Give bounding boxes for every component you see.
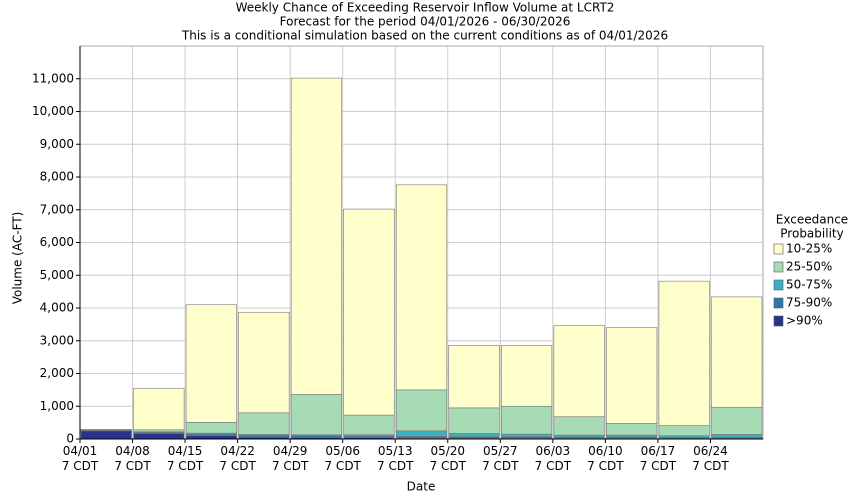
bar-segment <box>133 388 185 431</box>
y-tick-label: 1,000 <box>40 399 74 413</box>
bar-segment <box>395 389 448 432</box>
x-tick-label-line: 04/29 <box>273 444 308 458</box>
x-tick-label: 05/06 7 CDT <box>324 444 361 473</box>
bar-segment <box>711 406 763 435</box>
legend-swatch <box>773 297 784 309</box>
y-tick-label: 3,000 <box>40 333 74 347</box>
x-tick-label-line: 05/13 <box>378 444 413 458</box>
x-tick-label-line: 7 CDT <box>167 459 204 473</box>
chart-title: Weekly Chance of Exceeding Reservoir Inf… <box>236 1 615 15</box>
x-tick-label-line: 04/01 <box>63 444 98 458</box>
bar-segment <box>448 433 500 438</box>
x-tick-label-line: 06/10 <box>588 444 623 458</box>
bar-segment <box>501 405 553 435</box>
legend-title: Exceedance <box>776 213 848 227</box>
y-tick-label: 6,000 <box>40 235 74 249</box>
x-tick-label-line: 06/24 <box>693 444 728 458</box>
x-tick-label: 04/01 7 CDT <box>62 444 99 473</box>
x-tick-label-line: 7 CDT <box>535 459 572 473</box>
y-tick-label: 7,000 <box>40 202 74 216</box>
x-tick-label-line: 7 CDT <box>640 459 677 473</box>
bar-segment <box>658 425 710 437</box>
bar-segment <box>290 77 342 395</box>
x-tick-label: 05/20 7 CDT <box>430 444 467 473</box>
bar-segment <box>606 327 658 424</box>
bar-segment <box>290 394 342 436</box>
bar-segment <box>711 296 763 408</box>
x-tick-label-line: 7 CDT <box>377 459 414 473</box>
x-tick-label: 06/03 7 CDT <box>535 444 572 473</box>
x-tick-label: 06/24 7 CDT <box>692 444 729 473</box>
y-tick-label: 5,000 <box>40 268 74 282</box>
bar-segment <box>553 325 605 418</box>
x-tick-label: 06/10 7 CDT <box>587 444 624 473</box>
y-tick-label: 11,000 <box>32 71 74 85</box>
y-tick-label: 8,000 <box>40 170 74 184</box>
bar-segment <box>238 412 290 435</box>
bar-segment <box>185 421 237 434</box>
legend-swatch <box>773 315 784 327</box>
x-tick-label-line: 7 CDT <box>430 459 467 473</box>
x-tick-label-line: 7 CDT <box>219 459 256 473</box>
bar-segment <box>80 430 132 440</box>
x-tick-label-line: 7 CDT <box>62 459 99 473</box>
bar-segment <box>553 416 605 436</box>
x-tick-label: 05/27 7 CDT <box>482 444 519 473</box>
bar-segment <box>133 433 185 440</box>
x-tick-label-line: 7 CDT <box>324 459 361 473</box>
x-tick-label-line: 04/08 <box>115 444 150 458</box>
bar-segment <box>711 434 763 438</box>
bar-segment <box>448 407 500 434</box>
chart-subtitle: This is a conditional simulation based o… <box>181 29 668 43</box>
bar-segment <box>501 345 553 407</box>
x-tick-label-line: 7 CDT <box>587 459 624 473</box>
x-tick-label-line: 04/22 <box>220 444 255 458</box>
x-tick-label: 04/22 7 CDT <box>219 444 256 473</box>
x-tick-label-line: 05/20 <box>430 444 465 458</box>
x-tick-label: 06/17 7 CDT <box>640 444 677 473</box>
x-tick-label-line: 05/06 <box>325 444 360 458</box>
legend-title: Probability <box>780 227 843 241</box>
x-tick-label: 05/13 7 CDT <box>377 444 414 473</box>
legend-swatch <box>773 261 784 273</box>
bar-segment <box>343 208 395 416</box>
x-tick-label-line: 06/03 <box>536 444 571 458</box>
bar-segment <box>448 345 500 409</box>
bar-segment <box>238 311 290 414</box>
x-tick-label: 04/29 7 CDT <box>272 444 309 473</box>
legend-label: 50-75% <box>786 278 832 292</box>
x-tick-label: 04/08 7 CDT <box>114 444 151 473</box>
legend-label: 25-50% <box>786 260 832 274</box>
x-tick-label-line: 7 CDT <box>114 459 151 473</box>
legend-label: 10-25% <box>786 242 832 256</box>
x-tick-label: 04/15 7 CDT <box>167 444 204 473</box>
x-tick-label-line: 7 CDT <box>272 459 309 473</box>
bar-segment <box>606 422 658 436</box>
y-tick-label: 0 <box>66 432 74 446</box>
legend-label: >90% <box>786 314 823 328</box>
x-tick-label-line: 7 CDT <box>692 459 729 473</box>
y-tick-label: 10,000 <box>32 104 74 118</box>
bar-segment <box>395 430 448 437</box>
bar-segment <box>395 184 448 391</box>
x-tick-label-line: 05/27 <box>483 444 518 458</box>
bar-segment <box>658 280 710 426</box>
bar-segment <box>343 414 395 436</box>
x-tick-label-line: 06/17 <box>641 444 676 458</box>
x-tick-label-line: 7 CDT <box>482 459 519 473</box>
legend-swatch <box>773 279 784 291</box>
y-tick-label: 2,000 <box>40 366 74 380</box>
legend-swatch <box>773 243 784 255</box>
bar-segment <box>185 304 237 423</box>
x-axis-label: Date <box>407 480 436 494</box>
y-axis-label: Volume (AC-FT) <box>11 212 25 305</box>
legend-label: 75-90% <box>786 296 832 310</box>
bar-segment <box>501 433 553 438</box>
y-tick-label: 9,000 <box>40 137 74 151</box>
chart-subtitle: Forecast for the period 04/01/2026 - 06/… <box>280 15 571 29</box>
x-tick-label-line: 04/15 <box>168 444 203 458</box>
y-tick-label: 4,000 <box>40 301 74 315</box>
